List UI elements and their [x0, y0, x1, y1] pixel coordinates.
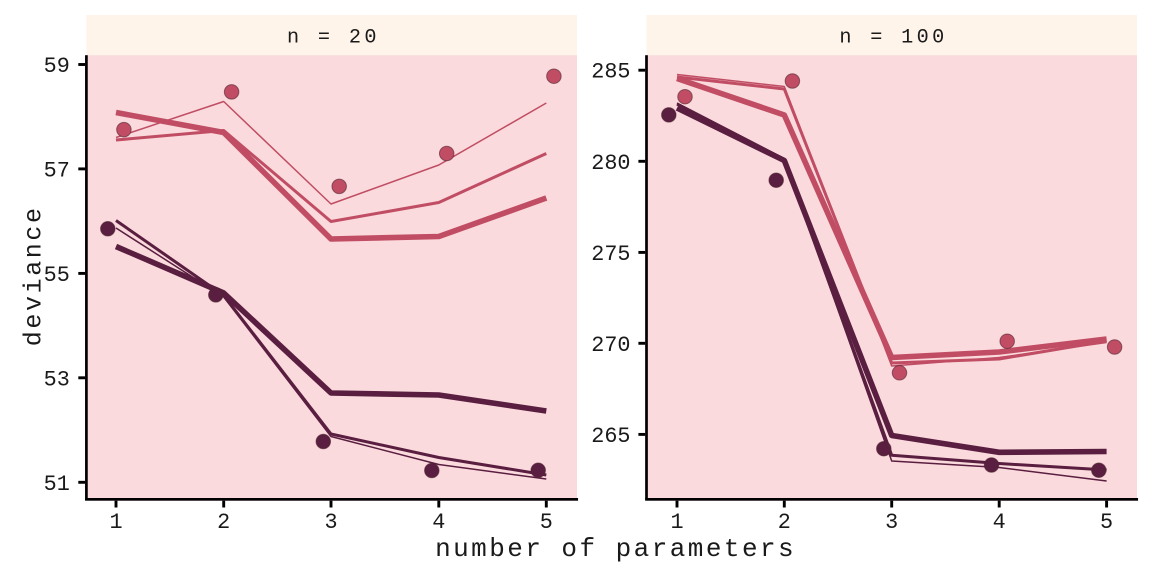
svg-text:275: 275 — [591, 242, 630, 267]
svg-text:3: 3 — [324, 510, 337, 535]
svg-text:1: 1 — [670, 510, 683, 535]
svg-text:deviance: deviance — [20, 205, 49, 346]
svg-text:5: 5 — [1100, 510, 1113, 535]
svg-text:265: 265 — [591, 424, 630, 449]
svg-text:285: 285 — [591, 60, 630, 85]
svg-text:n = 100: n = 100 — [839, 27, 947, 50]
svg-text:270: 270 — [591, 333, 630, 358]
svg-text:4: 4 — [432, 510, 445, 535]
svg-text:number of parameters: number of parameters — [435, 534, 796, 564]
svg-text:51: 51 — [44, 472, 70, 497]
svg-text:53: 53 — [44, 367, 70, 392]
svg-text:57: 57 — [44, 158, 70, 183]
svg-text:55: 55 — [44, 263, 70, 288]
svg-text:2: 2 — [217, 510, 230, 535]
svg-text:n = 20: n = 20 — [287, 27, 380, 50]
svg-text:1: 1 — [109, 510, 122, 535]
svg-text:4: 4 — [993, 510, 1006, 535]
svg-text:2: 2 — [778, 510, 791, 535]
svg-text:280: 280 — [591, 151, 630, 176]
svg-text:59: 59 — [44, 54, 70, 79]
svg-text:3: 3 — [885, 510, 898, 535]
svg-text:5: 5 — [540, 510, 553, 535]
